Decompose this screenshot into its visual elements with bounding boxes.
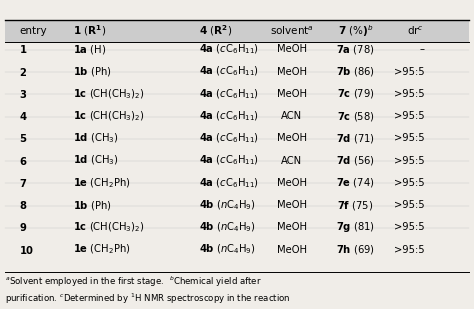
Text: MeOH: MeOH <box>276 245 307 255</box>
Text: $\mathbf{7c}$ (79): $\mathbf{7c}$ (79) <box>337 87 374 100</box>
Text: >95:5: >95:5 <box>393 67 424 77</box>
Text: >95:5: >95:5 <box>393 178 424 188</box>
Text: $\mathbf{7a}$ (78): $\mathbf{7a}$ (78) <box>336 43 375 56</box>
Text: $\mathbf{1c}$ (CH(CH$_3$)$_2$): $\mathbf{1c}$ (CH(CH$_3$)$_2$) <box>73 221 145 234</box>
Text: $\mathbf{7d}$ (56): $\mathbf{7d}$ (56) <box>336 154 375 167</box>
Text: $^{a}$Solvent employed in the first stage.  $^{b}$Chemical yield after: $^{a}$Solvent employed in the first stag… <box>5 275 262 290</box>
Text: $\mathbf{4}$ ($\mathbf{R}$$^{\mathbf{2}}$): $\mathbf{4}$ ($\mathbf{R}$$^{\mathbf{2}}… <box>199 23 232 38</box>
Text: MeOH: MeOH <box>276 89 307 99</box>
Text: $\mathbf{10}$: $\mathbf{10}$ <box>19 244 35 256</box>
Text: $\mathbf{1b}$ (Ph): $\mathbf{1b}$ (Ph) <box>73 65 112 78</box>
Text: $\mathbf{7b}$ (86): $\mathbf{7b}$ (86) <box>336 65 375 78</box>
Text: solvent$^{a}$: solvent$^{a}$ <box>270 25 313 37</box>
Text: >95:5: >95:5 <box>393 200 424 210</box>
Text: –: – <box>419 44 424 54</box>
Text: $\mathbf{2}$: $\mathbf{2}$ <box>19 66 27 78</box>
Text: $\mathbf{4a}$ ($\it{c}$C$_{6}$H$_{11}$): $\mathbf{4a}$ ($\it{c}$C$_{6}$H$_{11}$) <box>199 154 259 167</box>
Text: $\mathbf{4a}$ ($\it{c}$C$_{6}$H$_{11}$): $\mathbf{4a}$ ($\it{c}$C$_{6}$H$_{11}$) <box>199 65 259 78</box>
Text: ACN: ACN <box>281 156 302 166</box>
Text: $\mathbf{4b}$ ($\it{n}$C$_{4}$H$_{9}$): $\mathbf{4b}$ ($\it{n}$C$_{4}$H$_{9}$) <box>199 243 256 256</box>
Text: $\mathbf{1d}$ (CH$_3$): $\mathbf{1d}$ (CH$_3$) <box>73 154 119 167</box>
Text: MeOH: MeOH <box>276 200 307 210</box>
Text: $\mathbf{9}$: $\mathbf{9}$ <box>19 222 27 233</box>
Text: $\mathbf{5}$: $\mathbf{5}$ <box>19 133 27 144</box>
Text: $\mathbf{1}$ ($\mathbf{R}$$^{\mathbf{1}}$): $\mathbf{1}$ ($\mathbf{R}$$^{\mathbf{1}}… <box>73 23 107 38</box>
Text: entry: entry <box>19 26 46 36</box>
Text: $\mathbf{7e}$ (74): $\mathbf{7e}$ (74) <box>336 176 375 189</box>
Bar <box>5 20 469 42</box>
Text: $\mathbf{4}$: $\mathbf{4}$ <box>19 110 27 122</box>
Text: $\mathbf{4a}$ ($\it{c}$C$_{6}$H$_{11}$): $\mathbf{4a}$ ($\it{c}$C$_{6}$H$_{11}$) <box>199 109 259 123</box>
Text: >95:5: >95:5 <box>393 133 424 143</box>
Text: $\mathbf{4a}$ ($\it{c}$C$_{6}$H$_{11}$): $\mathbf{4a}$ ($\it{c}$C$_{6}$H$_{11}$) <box>199 43 259 56</box>
Text: $\mathbf{7f}$ (75): $\mathbf{7f}$ (75) <box>337 199 374 212</box>
Text: $\mathbf{7}$: $\mathbf{7}$ <box>19 177 27 189</box>
Text: >95:5: >95:5 <box>393 89 424 99</box>
Text: purification. $^{c}$Determined by $^{1}$H NMR spectroscopy in the reaction: purification. $^{c}$Determined by $^{1}$… <box>5 292 290 307</box>
Text: $\mathbf{7c}$ (58): $\mathbf{7c}$ (58) <box>337 110 374 123</box>
Text: $\mathbf{4a}$ ($\it{c}$C$_{6}$H$_{11}$): $\mathbf{4a}$ ($\it{c}$C$_{6}$H$_{11}$) <box>199 176 259 190</box>
Text: $\mathbf{1c}$ (CH(CH$_3$)$_2$): $\mathbf{1c}$ (CH(CH$_3$)$_2$) <box>73 87 145 101</box>
Text: $\mathbf{7}$ (%$\mathbf{)}$$^{b}$: $\mathbf{7}$ (%$\mathbf{)}$$^{b}$ <box>338 23 373 39</box>
Text: $\mathbf{4a}$ ($\it{c}$C$_{6}$H$_{11}$): $\mathbf{4a}$ ($\it{c}$C$_{6}$H$_{11}$) <box>199 87 259 101</box>
Text: $\mathbf{4b}$ ($\it{n}$C$_{4}$H$_{9}$): $\mathbf{4b}$ ($\it{n}$C$_{4}$H$_{9}$) <box>199 198 256 212</box>
Text: $\mathbf{1e}$ (CH$_2$Ph): $\mathbf{1e}$ (CH$_2$Ph) <box>73 243 131 256</box>
Text: $\mathbf{3}$: $\mathbf{3}$ <box>19 88 27 100</box>
Text: MeOH: MeOH <box>276 222 307 232</box>
Text: $\mathbf{1b}$ (Ph): $\mathbf{1b}$ (Ph) <box>73 199 112 212</box>
Text: $\mathbf{7g}$ (81): $\mathbf{7g}$ (81) <box>336 220 375 235</box>
Text: $\mathbf{1}$: $\mathbf{1}$ <box>19 44 27 55</box>
Text: $\mathbf{1a}$ (H): $\mathbf{1a}$ (H) <box>73 43 107 56</box>
Text: >95:5: >95:5 <box>393 111 424 121</box>
Text: MeOH: MeOH <box>276 67 307 77</box>
Text: ACN: ACN <box>281 111 302 121</box>
Text: >95:5: >95:5 <box>393 245 424 255</box>
Text: $\mathbf{4a}$ ($\it{c}$C$_{6}$H$_{11}$): $\mathbf{4a}$ ($\it{c}$C$_{6}$H$_{11}$) <box>199 132 259 145</box>
Text: $\mathbf{1d}$ (CH$_3$): $\mathbf{1d}$ (CH$_3$) <box>73 132 119 145</box>
Text: MeOH: MeOH <box>276 178 307 188</box>
Text: $\mathbf{7h}$ (69): $\mathbf{7h}$ (69) <box>336 243 375 256</box>
Text: dr$^{c}$: dr$^{c}$ <box>407 25 424 37</box>
Text: $\mathbf{6}$: $\mathbf{6}$ <box>19 155 27 167</box>
Text: $\mathbf{4b}$ ($\it{n}$C$_{4}$H$_{9}$): $\mathbf{4b}$ ($\it{n}$C$_{4}$H$_{9}$) <box>199 221 256 234</box>
Text: $\mathbf{8}$: $\mathbf{8}$ <box>19 199 27 211</box>
Text: $\mathbf{7d}$ (71): $\mathbf{7d}$ (71) <box>336 132 375 145</box>
Text: MeOH: MeOH <box>276 44 307 54</box>
Text: $\mathbf{1c}$ (CH(CH$_3$)$_2$): $\mathbf{1c}$ (CH(CH$_3$)$_2$) <box>73 109 145 123</box>
Text: MeOH: MeOH <box>276 133 307 143</box>
Text: $\mathbf{1e}$ (CH$_2$Ph): $\mathbf{1e}$ (CH$_2$Ph) <box>73 176 131 190</box>
Text: >95:5: >95:5 <box>393 222 424 232</box>
Text: >95:5: >95:5 <box>393 156 424 166</box>
